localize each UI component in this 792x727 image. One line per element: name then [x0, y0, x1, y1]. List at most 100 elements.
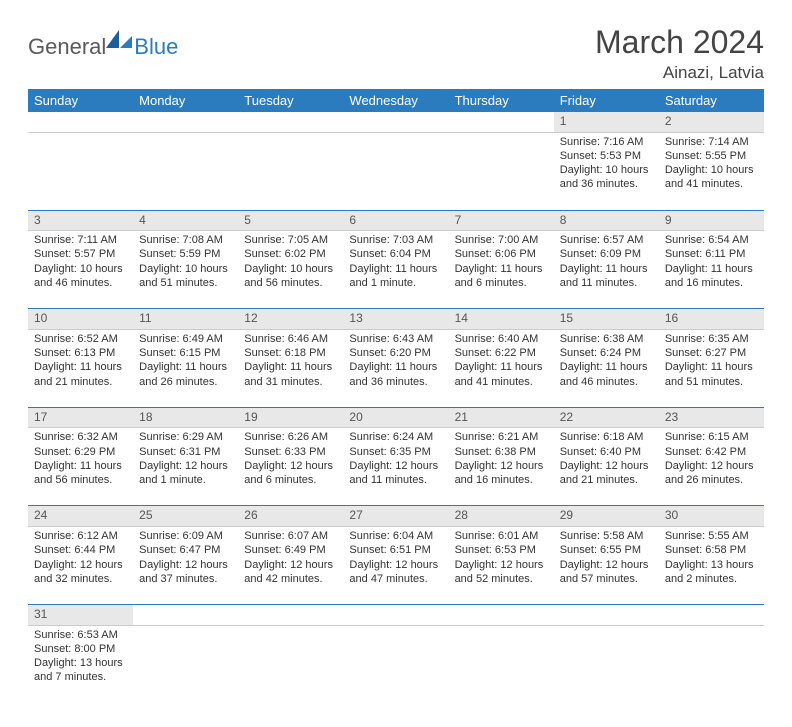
- sunset-text: Sunset: 8:00 PM: [34, 642, 127, 656]
- day-number-row: 10111213141516: [28, 309, 764, 330]
- sunset-text: Sunset: 6:49 PM: [244, 543, 337, 557]
- daylight-text: and 36 minutes.: [349, 375, 442, 389]
- day-number: 17: [28, 407, 133, 428]
- daylight-text: and 57 minutes.: [560, 572, 653, 586]
- day-cell: Sunrise: 7:05 AMSunset: 6:02 PMDaylight:…: [238, 231, 343, 309]
- day-content-row: Sunrise: 6:52 AMSunset: 6:13 PMDaylight:…: [28, 329, 764, 407]
- day-number: [449, 112, 554, 132]
- daylight-text: Daylight: 11 hours: [349, 360, 442, 374]
- daylight-text: Daylight: 12 hours: [244, 558, 337, 572]
- daylight-text: and 32 minutes.: [34, 572, 127, 586]
- day-number: 24: [28, 506, 133, 527]
- daylight-text: Daylight: 11 hours: [34, 360, 127, 374]
- daylight-text: Daylight: 11 hours: [560, 262, 653, 276]
- day-number: 16: [659, 309, 764, 330]
- day-number: 26: [238, 506, 343, 527]
- sunrise-text: Sunrise: 6:15 AM: [665, 430, 758, 444]
- day-number: 20: [343, 407, 448, 428]
- day-cell: Sunrise: 7:14 AMSunset: 5:55 PMDaylight:…: [659, 132, 764, 210]
- sunrise-text: Sunrise: 6:09 AM: [139, 529, 232, 543]
- brand-part1: General: [28, 34, 106, 60]
- daylight-text: Daylight: 10 hours: [244, 262, 337, 276]
- daylight-text: Daylight: 12 hours: [455, 459, 548, 473]
- day-cell: Sunrise: 7:16 AMSunset: 5:53 PMDaylight:…: [554, 132, 659, 210]
- sunset-text: Sunset: 5:55 PM: [665, 149, 758, 163]
- daylight-text: and 41 minutes.: [665, 177, 758, 191]
- day-cell: [133, 132, 238, 210]
- sunrise-text: Sunrise: 7:00 AM: [455, 233, 548, 247]
- day-cell: Sunrise: 7:00 AMSunset: 6:06 PMDaylight:…: [449, 231, 554, 309]
- day-cell: Sunrise: 6:32 AMSunset: 6:29 PMDaylight:…: [28, 428, 133, 506]
- daylight-text: Daylight: 12 hours: [560, 459, 653, 473]
- sunset-text: Sunset: 6:09 PM: [560, 247, 653, 261]
- day-cell: Sunrise: 6:54 AMSunset: 6:11 PMDaylight:…: [659, 231, 764, 309]
- daylight-text: and 31 minutes.: [244, 375, 337, 389]
- day-cell: Sunrise: 6:38 AMSunset: 6:24 PMDaylight:…: [554, 329, 659, 407]
- daylight-text: Daylight: 12 hours: [139, 459, 232, 473]
- sunset-text: Sunset: 6:35 PM: [349, 445, 442, 459]
- day-cell: Sunrise: 6:12 AMSunset: 6:44 PMDaylight:…: [28, 526, 133, 604]
- sunrise-text: Sunrise: 7:03 AM: [349, 233, 442, 247]
- day-cell: Sunrise: 7:08 AMSunset: 5:59 PMDaylight:…: [133, 231, 238, 309]
- daylight-text: Daylight: 13 hours: [665, 558, 758, 572]
- sunrise-text: Sunrise: 6:01 AM: [455, 529, 548, 543]
- sunset-text: Sunset: 6:29 PM: [34, 445, 127, 459]
- weekday-header: Thursday: [449, 89, 554, 112]
- brand-logo: General Blue: [28, 34, 178, 60]
- day-number: 31: [28, 604, 133, 625]
- sunrise-text: Sunrise: 7:11 AM: [34, 233, 127, 247]
- day-number: 23: [659, 407, 764, 428]
- day-cell: [554, 625, 659, 703]
- month-title: March 2024: [595, 24, 764, 61]
- sunset-text: Sunset: 6:15 PM: [139, 346, 232, 360]
- sunrise-text: Sunrise: 5:58 AM: [560, 529, 653, 543]
- sunrise-text: Sunrise: 5:55 AM: [665, 529, 758, 543]
- day-number-row: 31: [28, 604, 764, 625]
- day-number-row: 3456789: [28, 210, 764, 231]
- sunset-text: Sunset: 6:40 PM: [560, 445, 653, 459]
- day-number: 21: [449, 407, 554, 428]
- daylight-text: Daylight: 11 hours: [244, 360, 337, 374]
- day-number-row: 24252627282930: [28, 506, 764, 527]
- day-number: 15: [554, 309, 659, 330]
- day-number: 13: [343, 309, 448, 330]
- day-number: [28, 112, 133, 132]
- daylight-text: Daylight: 12 hours: [244, 459, 337, 473]
- sunset-text: Sunset: 6:24 PM: [560, 346, 653, 360]
- daylight-text: and 51 minutes.: [139, 276, 232, 290]
- day-number: [133, 604, 238, 625]
- daylight-text: Daylight: 12 hours: [455, 558, 548, 572]
- daylight-text: and 47 minutes.: [349, 572, 442, 586]
- daylight-text: and 2 minutes.: [665, 572, 758, 586]
- daylight-text: and 26 minutes.: [139, 375, 232, 389]
- sunrise-text: Sunrise: 6:29 AM: [139, 430, 232, 444]
- weekday-header: Saturday: [659, 89, 764, 112]
- day-number: 7: [449, 210, 554, 231]
- day-cell: Sunrise: 6:46 AMSunset: 6:18 PMDaylight:…: [238, 329, 343, 407]
- day-cell: Sunrise: 6:35 AMSunset: 6:27 PMDaylight:…: [659, 329, 764, 407]
- daylight-text: Daylight: 11 hours: [455, 262, 548, 276]
- sunset-text: Sunset: 6:47 PM: [139, 543, 232, 557]
- sunset-text: Sunset: 6:31 PM: [139, 445, 232, 459]
- sunrise-text: Sunrise: 6:46 AM: [244, 332, 337, 346]
- sunrise-text: Sunrise: 6:49 AM: [139, 332, 232, 346]
- sunset-text: Sunset: 6:02 PM: [244, 247, 337, 261]
- daylight-text: Daylight: 13 hours: [34, 656, 127, 670]
- daylight-text: and 26 minutes.: [665, 473, 758, 487]
- sunrise-text: Sunrise: 6:38 AM: [560, 332, 653, 346]
- day-cell: [659, 625, 764, 703]
- sunset-text: Sunset: 6:58 PM: [665, 543, 758, 557]
- weekday-header: Sunday: [28, 89, 133, 112]
- daylight-text: Daylight: 10 hours: [665, 163, 758, 177]
- day-cell: Sunrise: 5:55 AMSunset: 6:58 PMDaylight:…: [659, 526, 764, 604]
- day-number-row: 12: [28, 112, 764, 132]
- day-content-row: Sunrise: 7:11 AMSunset: 5:57 PMDaylight:…: [28, 231, 764, 309]
- day-cell: [28, 132, 133, 210]
- daylight-text: Daylight: 11 hours: [34, 459, 127, 473]
- sunset-text: Sunset: 6:38 PM: [455, 445, 548, 459]
- sunrise-text: Sunrise: 6:21 AM: [455, 430, 548, 444]
- day-number: 18: [133, 407, 238, 428]
- sunset-text: Sunset: 6:55 PM: [560, 543, 653, 557]
- day-number: [554, 604, 659, 625]
- day-number: 28: [449, 506, 554, 527]
